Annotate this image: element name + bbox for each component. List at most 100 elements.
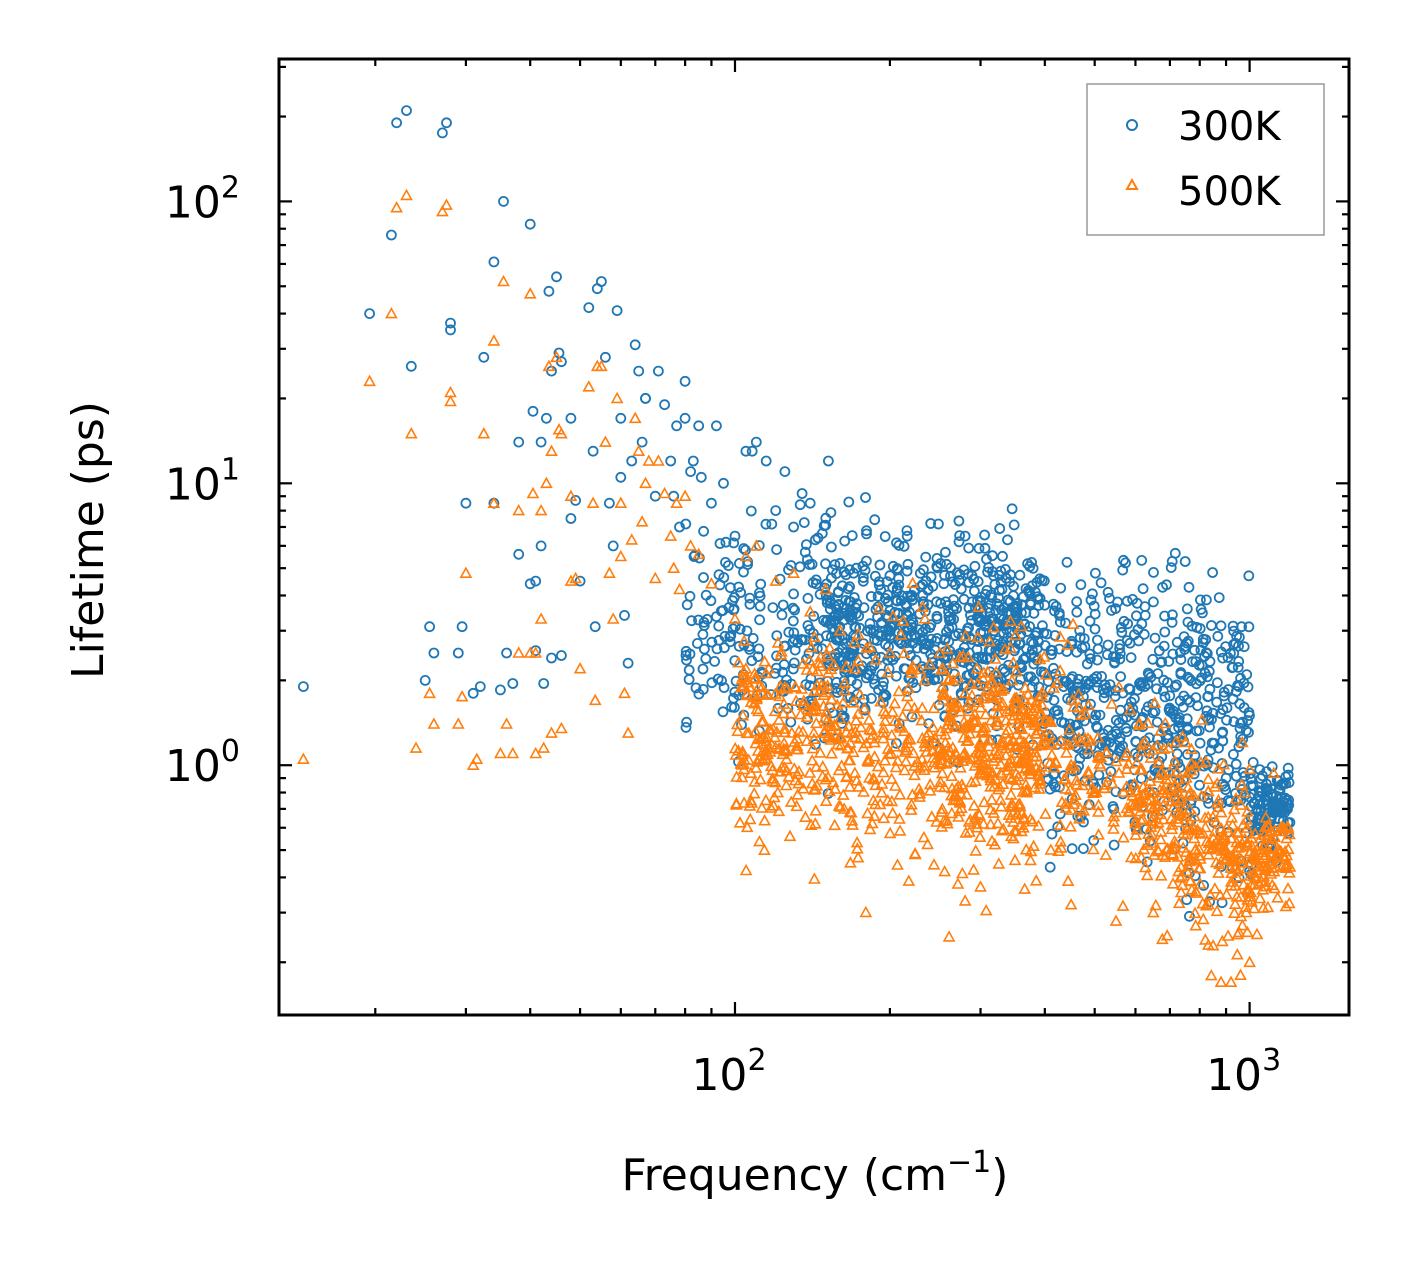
data-point — [801, 539, 812, 550]
data-point — [946, 673, 960, 686]
data-point — [1195, 713, 1209, 725]
data-point — [1283, 860, 1297, 872]
data-point — [1057, 773, 1071, 785]
data-point — [1191, 823, 1204, 835]
data-point — [1014, 619, 1028, 632]
data-point — [687, 455, 699, 467]
data-point — [979, 529, 990, 541]
data-point — [1072, 687, 1085, 700]
data-point — [1208, 780, 1222, 792]
data-point — [1139, 609, 1151, 621]
data-point — [1145, 814, 1158, 827]
data-point — [872, 601, 886, 614]
data-point — [1112, 766, 1126, 778]
data-point — [1138, 735, 1152, 748]
data-point — [611, 305, 623, 317]
data-point — [545, 726, 558, 738]
data-point — [814, 678, 828, 691]
data-point — [857, 575, 869, 587]
data-point — [1169, 681, 1181, 693]
data-point — [679, 375, 691, 387]
data-point — [1155, 932, 1169, 945]
data-point — [1188, 843, 1202, 856]
data-point — [738, 543, 750, 554]
data-point — [851, 678, 863, 690]
data-point — [1245, 895, 1258, 907]
data-point — [899, 741, 912, 753]
data-point — [719, 642, 730, 654]
data-point — [1008, 853, 1022, 866]
data-point — [1159, 691, 1171, 703]
data-point — [1272, 843, 1286, 856]
data-point — [1204, 683, 1216, 695]
data-point — [918, 673, 931, 686]
data-point — [1027, 562, 1039, 574]
data-point — [1041, 628, 1053, 640]
data-point — [683, 674, 695, 685]
data-point — [1092, 634, 1103, 646]
data-point — [1183, 849, 1197, 861]
data-point — [633, 365, 645, 377]
data-point — [1028, 745, 1042, 758]
data-point — [1135, 738, 1149, 750]
data-point — [783, 626, 795, 638]
data-point — [445, 317, 456, 329]
data-point — [724, 631, 736, 643]
data-point — [754, 590, 766, 602]
data-point — [1151, 683, 1162, 695]
data-point — [994, 569, 1005, 581]
data-point — [391, 117, 403, 129]
data-point — [723, 560, 734, 571]
data-point — [658, 486, 671, 499]
data-point — [1021, 687, 1035, 700]
data-point — [743, 680, 756, 693]
data-point — [795, 682, 809, 694]
data-point — [1233, 851, 1246, 863]
data-point — [965, 688, 979, 701]
data-point — [1217, 757, 1231, 770]
data-point — [821, 649, 834, 661]
data-point — [1061, 638, 1075, 650]
data-point — [839, 535, 851, 547]
data-point — [1240, 861, 1253, 874]
data-point — [893, 812, 906, 824]
data-point — [478, 351, 490, 363]
data-point — [789, 604, 800, 616]
data-point — [588, 693, 602, 706]
data-point — [1151, 716, 1163, 728]
data-point — [732, 656, 745, 668]
data-point — [1129, 814, 1142, 827]
data-point — [423, 686, 436, 699]
data-point — [1194, 779, 1205, 791]
data-point — [819, 582, 832, 595]
data-point — [541, 412, 552, 424]
data-point — [772, 804, 786, 817]
data-point — [1094, 759, 1107, 772]
data-point — [1074, 625, 1086, 636]
data-point — [1200, 834, 1214, 847]
data-point — [992, 857, 1006, 869]
data-point — [984, 780, 997, 792]
data-point — [1211, 696, 1223, 708]
data-point — [790, 767, 804, 780]
data-point — [639, 476, 652, 489]
data-point — [848, 635, 861, 648]
data-point — [814, 659, 827, 672]
data-point — [1234, 909, 1248, 922]
data-point — [1221, 929, 1235, 941]
data-point — [1277, 778, 1288, 790]
data-point — [1100, 682, 1112, 694]
data-point — [1018, 882, 1032, 894]
data-point — [530, 575, 542, 587]
data-point — [1240, 925, 1254, 938]
data-point — [1131, 720, 1142, 732]
data-point — [891, 858, 904, 870]
data-point — [976, 651, 988, 663]
data-point — [1201, 810, 1215, 823]
data-point — [762, 741, 775, 753]
data-point — [1136, 555, 1148, 566]
data-point — [1052, 705, 1063, 716]
data-point — [1166, 847, 1180, 859]
data-point — [1135, 744, 1148, 757]
